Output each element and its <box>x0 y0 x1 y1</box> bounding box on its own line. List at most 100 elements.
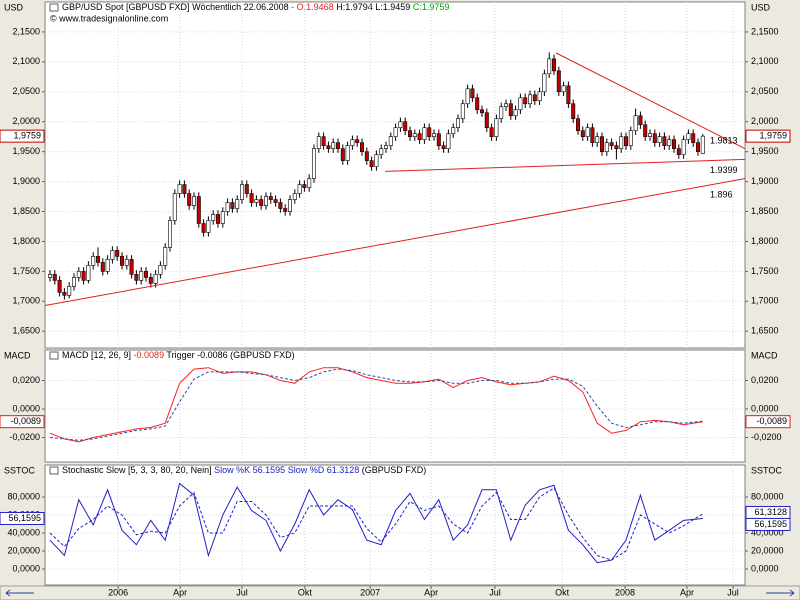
open: - O:1.9468 <box>291 2 334 12</box>
y-tick-label: -0,0200 <box>751 432 782 442</box>
candle-body <box>460 103 465 120</box>
candle-body <box>614 145 619 149</box>
candle-body <box>355 139 360 143</box>
candle-body <box>657 136 662 143</box>
candle-body <box>662 136 667 146</box>
candle-body <box>681 139 686 155</box>
x-tick-label: Jul <box>489 587 501 597</box>
candle-body <box>484 112 489 129</box>
candle-body <box>523 97 528 105</box>
candle-body <box>57 280 62 293</box>
axis-label-right: SSTOC <box>751 465 782 475</box>
candle-body <box>619 136 624 149</box>
candle-body <box>451 127 456 134</box>
candle-body <box>67 286 72 296</box>
candle-body <box>86 265 91 281</box>
candle-body <box>321 136 326 146</box>
candle-body <box>119 256 124 266</box>
series-line <box>49 368 703 441</box>
candle-body <box>95 256 100 263</box>
candle-body <box>489 127 494 137</box>
y-tick-label: 80,0000 <box>751 491 784 501</box>
icon <box>49 3 59 12</box>
series-name: MACD [12, 26, 9] <box>62 350 131 360</box>
series-value: -0.0089 <box>134 350 165 360</box>
candle-body <box>552 58 557 72</box>
candle-body <box>259 199 264 206</box>
candle-body <box>124 259 129 266</box>
candle-body <box>571 103 576 120</box>
y-tick-label: 2,0500 <box>12 86 40 96</box>
candle-body <box>667 139 672 146</box>
y-tick-label: 40,0000 <box>751 527 784 537</box>
x-tick-label: Apr <box>680 587 694 597</box>
candle-body <box>686 133 691 140</box>
candle-body <box>532 94 537 102</box>
candle-body <box>465 88 470 105</box>
candle-body <box>167 220 172 248</box>
candle-body <box>494 118 499 137</box>
y-tick-label: 1,8500 <box>12 206 40 216</box>
y-tick-label: 1,7500 <box>751 266 779 276</box>
y-tick-label: 2,1000 <box>751 56 779 66</box>
y-tick-label: 1,9500 <box>12 146 40 156</box>
candle-body <box>648 133 653 137</box>
candle-body <box>206 220 211 233</box>
x-tick-label: 2007 <box>360 587 380 597</box>
candle-body <box>417 133 422 140</box>
axis-label-right: MACD <box>751 350 778 360</box>
candle-body <box>287 199 292 212</box>
candle-body <box>244 184 249 194</box>
series-value: 56.1595 <box>253 465 286 475</box>
candle-body <box>307 178 312 188</box>
trendline-label: 1.9399 <box>710 165 738 175</box>
interval: Wöchentlich <box>192 2 241 12</box>
title: Stochastic Slow [5, 3, 3, 80, 20, Nein] <box>62 465 212 475</box>
y-tick-label: 2,1500 <box>12 26 40 36</box>
candle-body <box>62 292 67 296</box>
value-tag <box>745 129 791 143</box>
icon <box>49 351 59 360</box>
y-tick-label: 2,1000 <box>12 56 40 66</box>
candle-body <box>576 118 581 132</box>
candle-body <box>359 142 364 152</box>
stoch-header: Stochastic Slow [5, 3, 3, 80, 20, Nein] … <box>62 465 426 475</box>
candle-body <box>110 250 115 260</box>
candle-body <box>326 145 331 149</box>
candle-body <box>52 274 57 281</box>
candle-body <box>652 133 657 143</box>
candle-body <box>441 145 446 149</box>
candle-body <box>302 184 307 188</box>
candle-body <box>316 136 321 149</box>
y-tick-label: 2,0500 <box>751 86 779 96</box>
x-tick-label: Apr <box>173 587 187 597</box>
trendline <box>385 158 746 172</box>
candle-body <box>177 184 182 194</box>
series-name: Slow %D <box>288 465 325 475</box>
candle-body <box>297 184 302 194</box>
scroll-right[interactable] <box>766 589 795 597</box>
value-tag <box>0 129 45 143</box>
macd-panel <box>44 349 746 463</box>
value-tag-label: 56,1595 <box>754 519 787 529</box>
candle-body <box>76 271 81 278</box>
candle-body <box>139 271 144 281</box>
candle-body <box>528 94 533 105</box>
x-tick-label: 2006 <box>108 587 128 597</box>
candle-body <box>254 199 259 203</box>
axis-label-right: USD <box>751 2 771 12</box>
x-tick-label: Okt <box>555 587 570 597</box>
series-value: 61.3128 <box>327 465 360 475</box>
y-tick-label: 0,0000 <box>751 563 779 573</box>
candle-body <box>672 139 677 149</box>
candle-body <box>263 196 268 206</box>
x-tick-label: Apr <box>424 587 438 597</box>
scroll-left[interactable] <box>5 589 34 597</box>
candle-body <box>115 250 120 257</box>
candle-body <box>475 97 480 111</box>
candle-body <box>700 135 705 154</box>
candle-body <box>691 133 696 143</box>
time-axis-bar <box>0 585 800 600</box>
candle-body <box>600 136 605 152</box>
candle-body <box>225 202 230 212</box>
